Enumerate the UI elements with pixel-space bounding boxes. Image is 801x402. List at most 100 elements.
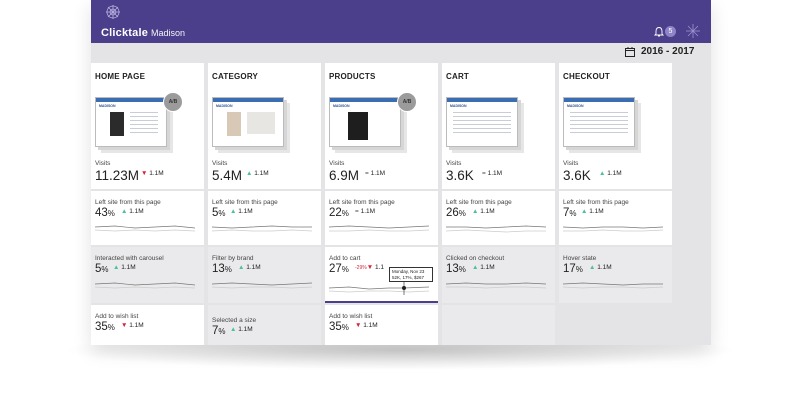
visits-value: 3.6K: [446, 168, 474, 183]
up-arrow-icon: ▲: [472, 264, 479, 271]
metric-value: 13%: [446, 263, 466, 275]
metric-delta: ▼ 1.1M: [121, 322, 144, 329]
metric-delta: ▲ 1.1M: [589, 264, 612, 271]
ab-test-badge[interactable]: A/B: [397, 92, 417, 112]
column-header[interactable]: CART MADISON Visits 3.6K = 1.1M: [442, 63, 555, 189]
tooltip-date: Monday, Nov 23: [392, 269, 425, 274]
trend-sparkline: [95, 225, 195, 232]
column-title: HOME PAGE: [95, 72, 146, 81]
funnel-column-home-page: HOME PAGE MADISON A/B Visits 11.23M ▼ 1.…: [91, 63, 204, 345]
up-arrow-icon: ▲: [472, 208, 479, 215]
metric-cell[interactable]: Left site from this page 26% ▲ 1.1M: [442, 191, 555, 245]
visits-delta: ▼ 1.1M: [141, 170, 164, 177]
up-arrow-icon: ▲: [599, 170, 606, 177]
app-window: Clicktale Madison 5 2016 - 2017 HOME PAG…: [91, 0, 711, 345]
visits-label: Visits: [212, 160, 228, 167]
metric-value: 35%: [329, 321, 349, 333]
metric-label: Interacted with carousel: [95, 255, 164, 262]
page-thumbnail[interactable]: MADISON: [329, 97, 401, 147]
brand-name[interactable]: Clicktale: [101, 27, 149, 39]
visits-value: 5.4M: [212, 168, 243, 183]
metric-delta: ▲ 1.1M: [230, 326, 253, 333]
metric-delta: ▲ 1.1M: [238, 264, 261, 271]
column-header[interactable]: CHECKOUT MADISON Visits 3.6K ▲ 1.1M: [559, 63, 672, 189]
page-thumbnail[interactable]: MADISON: [446, 97, 518, 147]
metric-cell[interactable]: Add to wish list 35% ▼ 1.1M: [325, 305, 438, 345]
top-navigation-bar: Clicktale Madison 5: [91, 0, 711, 43]
metric-cell[interactable]: Left site from this page 43% ▲ 1.1M: [91, 191, 204, 245]
down-arrow-icon: ▼: [141, 170, 148, 177]
column-header[interactable]: CATEGORY MADISON Visits 5.4M ▲ 1.1M: [208, 63, 321, 189]
metric-label: Clicked on checkout: [446, 255, 505, 262]
up-arrow-icon: ▲: [246, 170, 253, 177]
metric-value: 22%: [329, 207, 349, 219]
column-header[interactable]: PRODUCTS MADISON A/B Visits 6.9M = 1.1M: [325, 63, 438, 189]
visits-delta: ▲ 1.1M: [599, 170, 622, 177]
visits-label: Visits: [563, 160, 579, 167]
column-title: CHECKOUT: [563, 72, 610, 81]
visits-value: 11.23M: [95, 168, 140, 183]
up-arrow-icon: ▲: [589, 264, 596, 271]
trend-sparkline[interactable]: [329, 281, 429, 295]
trend-sparkline: [563, 226, 663, 232]
page-thumbnail[interactable]: MADISON: [563, 97, 635, 147]
up-arrow-icon: ▲: [230, 208, 237, 215]
bell-icon[interactable]: [653, 26, 665, 38]
account-name[interactable]: Madison: [151, 28, 186, 38]
funnel-column-products: PRODUCTS MADISON A/B Visits 6.9M = 1.1M …: [325, 63, 438, 345]
activity-icon[interactable]: [685, 23, 701, 39]
visits-delta: = 1.1M: [365, 170, 386, 177]
calendar-icon[interactable]: [625, 47, 635, 57]
column-header[interactable]: HOME PAGE MADISON A/B Visits 11.23M ▼ 1.…: [91, 63, 204, 189]
tooltip-values: 52K, 17%, $267: [392, 275, 425, 280]
trend-sparkline: [446, 225, 546, 233]
visits-label: Visits: [446, 160, 462, 167]
empty-cell: [442, 305, 555, 345]
up-arrow-icon: ▲: [121, 208, 128, 215]
metric-label: Add to cart: [329, 255, 361, 262]
visits-delta: ▲ 1.1M: [246, 170, 269, 177]
down-arrow-icon: ▼: [366, 264, 374, 271]
funnel-column-cart: CART MADISON Visits 3.6K = 1.1M Left sit…: [442, 63, 555, 345]
metric-cell[interactable]: Filter by brand 13% ▲ 1.1M: [208, 247, 321, 303]
metric-value: 43%: [95, 207, 115, 219]
metric-label: Left site from this page: [329, 199, 395, 206]
column-title: PRODUCTS: [329, 72, 376, 81]
metric-value: 5%: [212, 207, 226, 219]
equal-icon: =: [365, 170, 369, 177]
funnel-column-checkout: CHECKOUT MADISON Visits 3.6K ▲ 1.1M Left…: [559, 63, 672, 345]
trend-sparkline: [446, 282, 546, 289]
metric-delta: ▲ 1.1M: [113, 264, 136, 271]
metric-delta: -29%▼ 1.1: [355, 264, 384, 271]
metric-value: 5%: [95, 263, 109, 275]
ab-test-badge[interactable]: A/B: [163, 92, 183, 112]
metric-label: Selected a size: [212, 317, 257, 324]
date-range[interactable]: 2016 - 2017: [641, 46, 695, 57]
metric-cell[interactable]: Clicked on checkout 13% ▲ 1.1M: [442, 247, 555, 303]
metric-cell[interactable]: Left site from this page 5% ▲ 1.1M: [208, 191, 321, 245]
metric-cell[interactable]: Left site from this page 7% ▲ 1.1M: [559, 191, 672, 245]
metric-label: Left site from this page: [212, 199, 278, 206]
down-arrow-icon: -29%: [355, 265, 367, 271]
funnel-column-category: CATEGORY MADISON Visits 5.4M ▲ 1.1M Left…: [208, 63, 321, 345]
metric-delta: ▲ 1.1M: [121, 208, 144, 215]
trend-sparkline: [563, 282, 663, 289]
metric-delta: ▲ 1.1M: [472, 264, 495, 271]
visits-delta: = 1.1M: [482, 170, 503, 177]
metric-label: Left site from this page: [446, 199, 512, 206]
metric-cell[interactable]: Add to wish list 35% ▼ 1.1M: [91, 305, 204, 345]
visits-label: Visits: [95, 160, 111, 167]
metric-delta: = 1.1M: [355, 208, 376, 215]
equal-icon: =: [355, 208, 359, 215]
visits-value: 3.6K: [563, 168, 591, 183]
metric-label: Filter by brand: [212, 255, 254, 262]
metric-cell[interactable]: Selected a size 7% ▲ 1.1M: [208, 305, 321, 345]
metric-cell[interactable]: Left site from this page 22% = 1.1M: [325, 191, 438, 245]
page-thumbnail[interactable]: MADISON: [95, 97, 167, 147]
column-title: CART: [446, 72, 470, 81]
notification-count-badge[interactable]: 5: [665, 26, 676, 37]
page-thumbnail[interactable]: MADISON: [212, 97, 284, 147]
metric-cell-selected[interactable]: Add to cart 27% -29%▼ 1.1 Monday, Nov 23…: [325, 247, 438, 303]
metric-cell[interactable]: Hover state 17% ▲ 1.1M: [559, 247, 672, 303]
metric-cell[interactable]: Interacted with carousel 5% ▲ 1.1M: [91, 247, 204, 303]
